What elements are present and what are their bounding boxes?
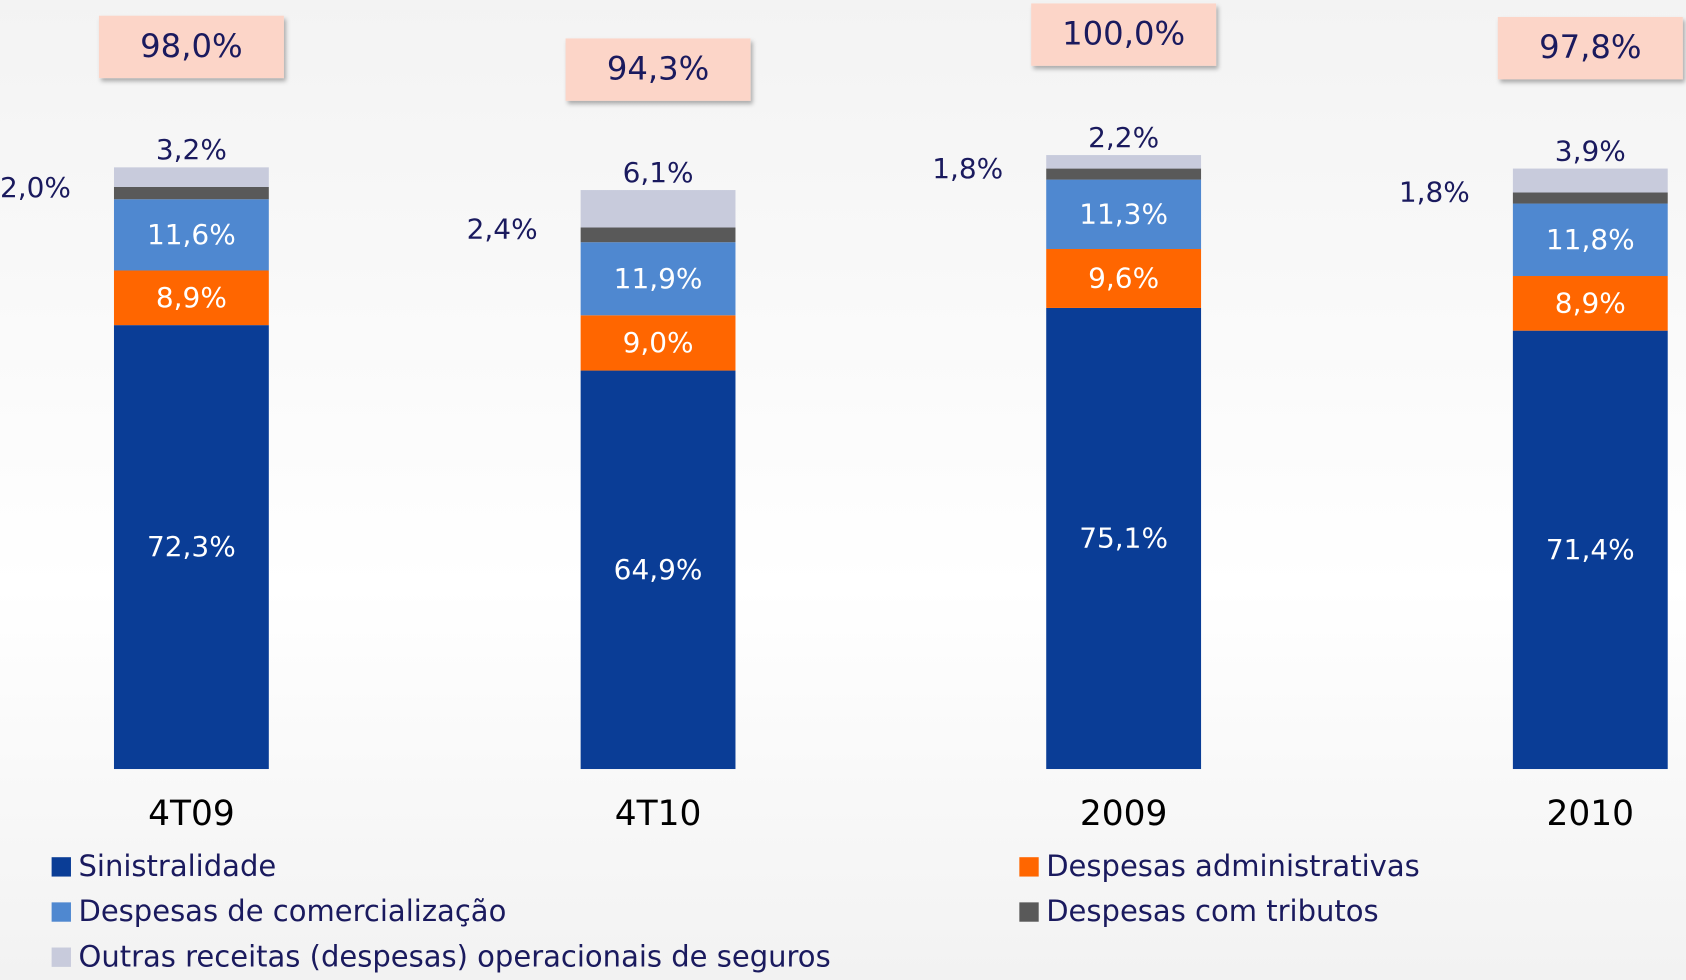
bar-segment (113, 186, 269, 200)
total-box (565, 38, 751, 101)
bar-segment (1512, 276, 1668, 331)
bar-segment (1512, 192, 1668, 204)
value-label: 75,1% (1079, 522, 1168, 555)
total-box (1497, 16, 1683, 80)
value-label: 1,8% (1399, 176, 1470, 209)
value-label: 8,9% (156, 281, 227, 314)
bar-segment (113, 199, 269, 271)
total-label: 94,3% (607, 50, 709, 88)
value-label: 2,0% (0, 171, 71, 204)
legend-swatch (51, 902, 71, 922)
value-label: 8,9% (1555, 286, 1626, 319)
x-tick-label: 2010 (1547, 794, 1635, 834)
total-label: 98,0% (140, 27, 242, 65)
value-label: 3,2% (156, 133, 227, 166)
bar-segment (580, 242, 736, 316)
value-label: 11,9% (614, 262, 703, 295)
bar-segment (1046, 248, 1202, 308)
value-label: 64,9% (614, 553, 703, 586)
value-label: 11,6% (147, 218, 236, 251)
value-label: 2,2% (1088, 121, 1159, 154)
value-label: 71,4% (1546, 533, 1635, 566)
bar-segment (1512, 168, 1668, 193)
bar-segment (580, 227, 736, 243)
x-tick-label: 2009 (1080, 794, 1168, 834)
total-label: 97,8% (1539, 28, 1641, 66)
value-label: 1,8% (932, 152, 1003, 185)
value-label: 9,0% (623, 326, 694, 359)
bar-segment (1046, 155, 1202, 169)
bar-segment (113, 270, 269, 326)
value-label: 3,9% (1555, 134, 1626, 167)
x-tick-label: 4T09 (148, 794, 235, 834)
legend-swatch (51, 857, 71, 877)
bar-segment (113, 167, 269, 187)
total-label: 100,0% (1062, 15, 1185, 53)
bar-segment (1046, 168, 1202, 180)
legend-label: Despesas com tributos (1046, 894, 1378, 928)
legend-label: Outras receitas (despesas) operacionais … (78, 939, 830, 973)
legend-swatch (1019, 857, 1039, 877)
bar-segment (1512, 203, 1668, 277)
legend-label: Despesas administrativas (1046, 849, 1420, 883)
legend-label: Despesas de comercialização (78, 894, 506, 928)
bar-segment (580, 190, 736, 228)
bar-segment (1046, 307, 1202, 770)
value-label: 11,3% (1079, 197, 1168, 230)
value-label: 2,4% (467, 213, 538, 246)
value-label: 11,8% (1546, 223, 1635, 256)
value-label: 6,1% (623, 156, 694, 189)
bar-segment (1512, 330, 1668, 770)
bar-segment (580, 315, 736, 371)
bar-segment (113, 325, 269, 770)
legend-swatch (51, 947, 71, 967)
legend-swatch (1019, 902, 1039, 922)
total-box (1031, 3, 1217, 66)
value-label: 72,3% (147, 530, 236, 563)
total-box (98, 15, 284, 79)
legend-label: Sinistralidade (78, 849, 276, 883)
value-label: 9,6% (1088, 262, 1159, 295)
x-tick-label: 4T10 (615, 794, 702, 834)
bar-segment (580, 370, 736, 770)
bar-segment (1046, 179, 1202, 249)
